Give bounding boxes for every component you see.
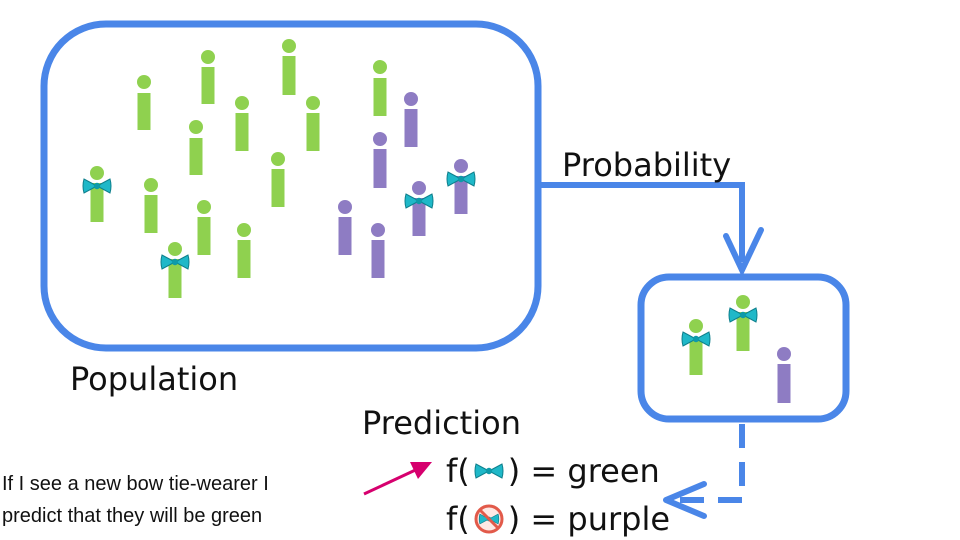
formula-suffix: ) = green bbox=[507, 452, 660, 490]
person bbox=[404, 92, 418, 147]
person-bow-tie bbox=[404, 181, 434, 236]
person-body bbox=[736, 312, 750, 351]
person-head bbox=[168, 242, 182, 256]
person-head bbox=[90, 166, 104, 180]
person-body bbox=[197, 217, 211, 255]
person-body bbox=[168, 259, 182, 298]
person-body bbox=[454, 176, 468, 214]
person bbox=[235, 96, 249, 151]
person bbox=[197, 200, 211, 255]
person bbox=[338, 200, 352, 255]
person-body bbox=[201, 67, 215, 104]
person-head bbox=[197, 200, 211, 214]
people-layer bbox=[82, 39, 791, 403]
person-bow-tie bbox=[728, 295, 758, 351]
formula-prefix: f( bbox=[446, 500, 470, 538]
person bbox=[271, 152, 285, 207]
formula-purple: f( ) = purple bbox=[446, 500, 670, 538]
person bbox=[373, 132, 387, 188]
person-bow-tie bbox=[82, 166, 112, 222]
person-bow-tie bbox=[446, 159, 476, 214]
person bbox=[237, 223, 251, 278]
person-body bbox=[373, 149, 387, 188]
person bbox=[777, 347, 791, 403]
person-head bbox=[777, 347, 791, 361]
person-body bbox=[404, 109, 418, 147]
person-head bbox=[137, 75, 151, 89]
person-head bbox=[189, 120, 203, 134]
person bbox=[373, 60, 387, 116]
formula-prefix: f( bbox=[446, 452, 470, 490]
prediction-label: Prediction bbox=[362, 404, 521, 442]
note-line-1: If I see a new bow tie-wearer I bbox=[2, 473, 269, 495]
prediction-note: If I see a new bow tie-wearer I predict … bbox=[2, 468, 269, 532]
person bbox=[306, 96, 320, 151]
person-body bbox=[306, 113, 320, 151]
person-body bbox=[90, 183, 104, 222]
person-head bbox=[412, 181, 426, 195]
person-head bbox=[237, 223, 251, 237]
probability-arrow bbox=[538, 182, 745, 262]
person-head bbox=[338, 200, 352, 214]
person-head bbox=[373, 132, 387, 146]
prediction-dashed-arrow bbox=[672, 424, 745, 503]
probability-arrowhead bbox=[723, 227, 764, 278]
person-body bbox=[689, 337, 703, 375]
formula-suffix: ) = purple bbox=[507, 500, 671, 538]
no-bow-tie-icon bbox=[474, 504, 504, 534]
person-body bbox=[338, 217, 352, 255]
note-line-2: predict that they will be green bbox=[2, 505, 263, 527]
formula-green: f( ) = green bbox=[446, 452, 660, 490]
person-head bbox=[454, 159, 468, 173]
person-body bbox=[777, 364, 791, 403]
bow-tie-icon bbox=[474, 463, 504, 479]
person-body bbox=[271, 169, 285, 207]
person-head bbox=[404, 92, 418, 106]
person bbox=[371, 223, 385, 278]
person-body bbox=[189, 138, 203, 175]
pointer-arrowhead bbox=[410, 462, 432, 479]
probability-label: Probability bbox=[562, 146, 732, 184]
person-head bbox=[271, 152, 285, 166]
person-bow-tie bbox=[681, 319, 711, 375]
person-head bbox=[736, 295, 750, 309]
population-label: Population bbox=[70, 360, 239, 398]
person-body bbox=[144, 195, 158, 233]
person-body bbox=[282, 56, 296, 95]
person-head bbox=[144, 178, 158, 192]
person bbox=[282, 39, 296, 95]
person-head bbox=[282, 39, 296, 53]
person bbox=[201, 50, 215, 104]
person bbox=[189, 120, 203, 175]
person-head bbox=[689, 319, 703, 333]
person-body bbox=[235, 113, 249, 151]
person-body bbox=[137, 93, 151, 130]
person-body bbox=[373, 78, 387, 116]
person-head bbox=[235, 96, 249, 110]
person bbox=[144, 178, 158, 233]
person-body bbox=[371, 240, 385, 278]
person-head bbox=[371, 223, 385, 237]
person-head bbox=[373, 60, 387, 74]
person bbox=[137, 75, 151, 130]
person-bow-tie bbox=[160, 242, 190, 298]
person-head bbox=[306, 96, 320, 110]
pointer-arrow bbox=[363, 464, 425, 496]
person-body bbox=[237, 240, 251, 278]
sample-box bbox=[637, 273, 850, 423]
person-head bbox=[201, 50, 215, 64]
prediction-arrowhead bbox=[663, 481, 707, 519]
person-body bbox=[412, 198, 426, 236]
